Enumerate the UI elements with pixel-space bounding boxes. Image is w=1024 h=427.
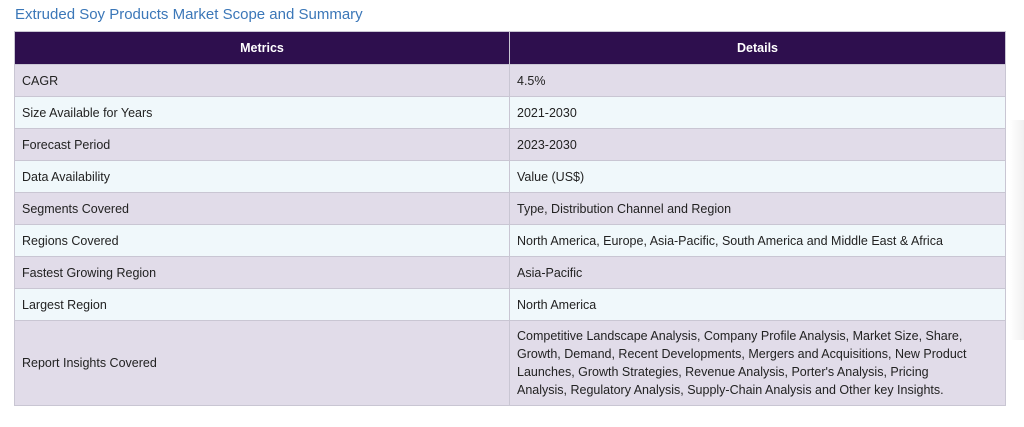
detail-cell: North America [509,288,1006,321]
table-row: Size Available for Years 2021-2030 [14,96,1006,129]
metric-cell: Forecast Period [14,128,510,161]
market-scope-table: Metrics Details CAGR 4.5% Size Available… [14,31,1006,406]
metric-cell: Fastest Growing Region [14,256,510,289]
table-row: Forecast Period 2023-2030 [14,128,1006,161]
detail-cell: Value (US$) [509,160,1006,193]
metric-cell: Size Available for Years [14,96,510,129]
table-row: Largest Region North America [14,288,1006,321]
table-row: Report Insights Covered Competitive Land… [14,320,1006,406]
detail-cell: 2021-2030 [509,96,1006,129]
detail-cell: Asia-Pacific [509,256,1006,289]
metric-cell: Data Availability [14,160,510,193]
page-title: Extruded Soy Products Market Scope and S… [15,6,363,23]
scroll-shadow [1010,120,1024,340]
table-row: CAGR 4.5% [14,64,1006,97]
detail-cell: North America, Europe, Asia-Pacific, Sou… [509,224,1006,257]
column-header-metrics: Metrics [14,31,510,65]
column-header-details: Details [509,31,1006,65]
metric-cell: Regions Covered [14,224,510,257]
detail-cell: 2023-2030 [509,128,1006,161]
detail-cell: 4.5% [509,64,1006,97]
table-header-row: Metrics Details [14,31,1006,65]
detail-cell: Competitive Landscape Analysis, Company … [509,320,1006,406]
metric-cell: CAGR [14,64,510,97]
table-row: Fastest Growing Region Asia-Pacific [14,256,1006,289]
table-row: Data Availability Value (US$) [14,160,1006,193]
metric-cell: Largest Region [14,288,510,321]
table-row: Regions Covered North America, Europe, A… [14,224,1006,257]
detail-cell: Type, Distribution Channel and Region [509,192,1006,225]
table-row: Segments Covered Type, Distribution Chan… [14,192,1006,225]
metric-cell: Segments Covered [14,192,510,225]
metric-cell: Report Insights Covered [14,320,510,406]
